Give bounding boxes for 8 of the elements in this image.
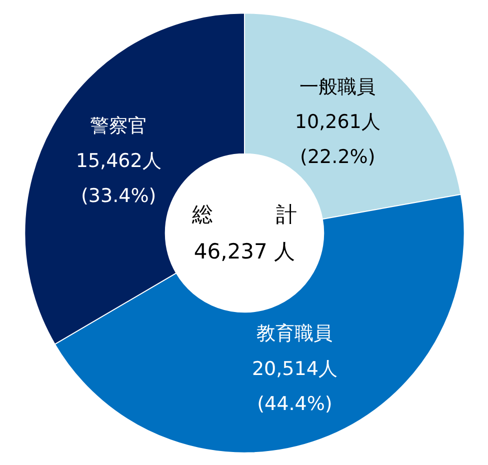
data-label: 10,261人 (22.2%) bbox=[294, 111, 380, 168]
data-label: 15,462人 (33.4%) bbox=[76, 150, 162, 208]
slice-label: 教育職員 bbox=[256, 322, 333, 345]
text: 46,237 人 bbox=[194, 240, 296, 264]
text: 総 計 bbox=[191, 202, 297, 226]
slice-label: 一般職員 bbox=[300, 76, 376, 98]
data-label: 20,514人 (44.4%) bbox=[252, 358, 338, 415]
slice-label: 警察官 bbox=[90, 114, 148, 137]
